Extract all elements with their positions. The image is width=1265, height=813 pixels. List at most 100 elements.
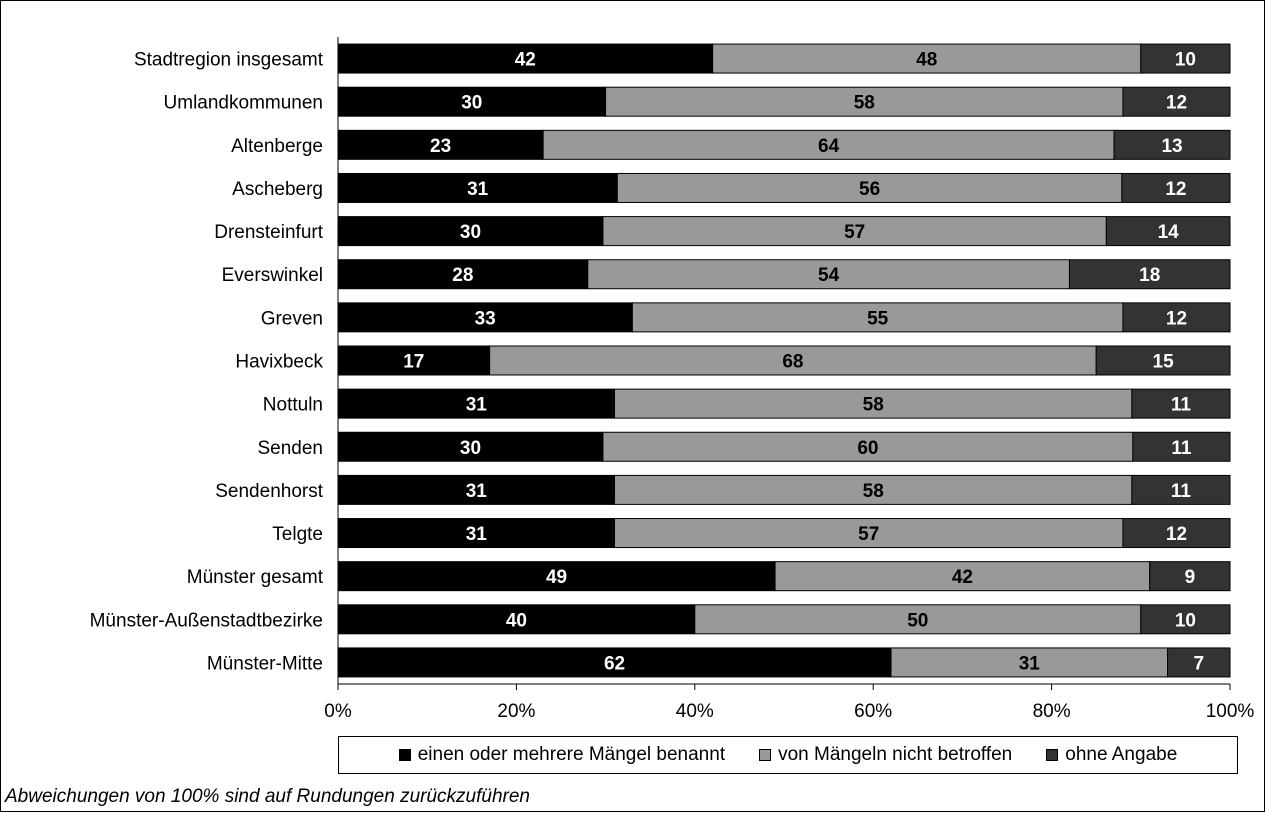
- data-label-senden-series2: 60: [857, 438, 878, 459]
- x-tick-label-40: 40%: [676, 701, 714, 722]
- data-label-umlandkommunen-series3: 12: [1166, 93, 1187, 114]
- bar-ascheberg-series1: [337, 172, 618, 203]
- bar-everswinkel-series3: [1068, 259, 1231, 290]
- bar-telgte-series1: [337, 518, 616, 549]
- bar-altenberge-series3: [1113, 129, 1231, 160]
- category-label-sendenhorst: Sendenhorst: [215, 481, 323, 502]
- legend-item-maengel-benannt: einen oder mehrere Mängel benannt: [398, 744, 725, 766]
- data-label-ascheberg-series1: 31: [467, 179, 489, 200]
- data-label-havixbeck-series2: 68: [782, 352, 803, 373]
- bar-muenster-gesamt-series1: [337, 561, 776, 592]
- bar-muenster-aussenstadtbezirke-series1: [337, 604, 696, 635]
- legend-label-nicht-betroffen: von Mängeln nicht betroffen: [778, 744, 1013, 765]
- data-label-havixbeck-series1: 17: [403, 352, 424, 373]
- bar-havixbeck-series2: [489, 345, 1097, 376]
- data-label-muenster-mitte-series2: 31: [1019, 653, 1041, 674]
- bar-greven-series2: [631, 302, 1124, 333]
- bar-altenberge-series1: [337, 129, 544, 160]
- category-label-everswinkel: Everswinkel: [222, 265, 323, 286]
- data-label-ascheberg-series2: 56: [859, 179, 880, 200]
- bar-greven-series3: [1122, 302, 1231, 333]
- bar-telgte-series2: [614, 518, 1124, 549]
- data-label-drensteinfurt-series3: 14: [1158, 222, 1180, 243]
- data-label-muenster-gesamt-series2: 42: [952, 567, 973, 588]
- data-label-stadtregion-insgesamt-series1: 42: [515, 50, 536, 71]
- category-label-drensteinfurt: Drensteinfurt: [214, 222, 323, 243]
- data-label-everswinkel-series1: 28: [452, 265, 473, 286]
- category-label-muenster-gesamt: Münster gesamt: [187, 567, 324, 588]
- bar-muenster-gesamt-series3: [1149, 561, 1231, 592]
- data-label-altenberge-series2: 64: [818, 136, 840, 157]
- data-label-everswinkel-series2: 54: [818, 265, 840, 286]
- data-label-muenster-aussenstadtbezirke-series2: 50: [907, 610, 928, 631]
- bar-sendenhorst-series1: [337, 474, 616, 505]
- bar-stadtregion-insgesamt-series3: [1140, 43, 1231, 74]
- bar-telgte-series3: [1122, 518, 1231, 549]
- bar-senden-series2: [602, 431, 1134, 462]
- category-label-telgte: Telgte: [272, 524, 323, 545]
- data-label-greven-series1: 33: [475, 308, 496, 329]
- data-label-greven-series3: 12: [1166, 308, 1187, 329]
- data-label-senden-series3: 11: [1171, 438, 1192, 459]
- bar-umlandkommunen-series3: [1122, 86, 1231, 117]
- bar-muenster-mitte-series3: [1167, 647, 1231, 678]
- bar-nottuln-series1: [337, 388, 616, 419]
- category-label-havixbeck: Havixbeck: [235, 352, 323, 373]
- bar-everswinkel-series2: [587, 259, 1070, 290]
- data-label-ascheberg-series3: 12: [1165, 179, 1186, 200]
- data-label-havixbeck-series3: 15: [1153, 352, 1175, 373]
- x-tick-label-0: 0%: [324, 701, 352, 722]
- bar-muenster-mitte-series1: [337, 647, 892, 678]
- category-label-greven: Greven: [261, 308, 323, 329]
- data-label-altenberge-series1: 23: [430, 136, 451, 157]
- data-label-stadtregion-insgesamt-series2: 48: [916, 50, 937, 71]
- bar-havixbeck-series1: [337, 345, 491, 376]
- bar-stadtregion-insgesamt-series2: [712, 43, 1142, 74]
- data-label-drensteinfurt-series2: 57: [844, 222, 865, 243]
- data-label-sendenhorst-series2: 58: [863, 481, 884, 502]
- category-label-stadtregion-insgesamt: Stadtregion insgesamt: [134, 50, 324, 71]
- x-tick-label-20: 20%: [497, 701, 535, 722]
- bar-muenster-aussenstadtbezirke-series2: [694, 604, 1142, 635]
- data-label-altenberge-series3: 13: [1161, 136, 1182, 157]
- bar-muenster-aussenstadtbezirke-series3: [1140, 604, 1231, 635]
- data-label-muenster-gesamt-series3: 9: [1185, 567, 1196, 588]
- legend-swatch-nicht-betroffen: [759, 749, 772, 761]
- data-label-telgte-series3: 12: [1166, 524, 1187, 545]
- bar-drensteinfurt-series3: [1105, 216, 1231, 247]
- data-label-nottuln-series2: 58: [863, 395, 884, 416]
- legend-label-ohne-angabe: ohne Angabe: [1065, 744, 1178, 765]
- data-label-muenster-mitte-series3: 7: [1193, 653, 1204, 674]
- data-label-sendenhorst-series1: 31: [466, 481, 488, 502]
- x-tick-label-60: 60%: [854, 701, 892, 722]
- data-label-nottuln-series3: 11: [1171, 395, 1192, 416]
- bar-senden-series1: [337, 431, 604, 462]
- legend-swatch-ohne-angabe: [1046, 749, 1059, 761]
- legend-item-ohne-angabe: ohne Angabe: [1046, 744, 1177, 766]
- bar-havixbeck-series3: [1095, 345, 1231, 376]
- data-label-drensteinfurt-series1: 30: [460, 222, 481, 243]
- category-label-altenberge: Altenberge: [231, 136, 323, 157]
- data-label-stadtregion-insgesamt-series3: 10: [1175, 50, 1196, 71]
- legend-item-nicht-betroffen: von Mängeln nicht betroffen: [759, 744, 1012, 766]
- data-label-telgte-series2: 57: [858, 524, 879, 545]
- data-label-sendenhorst-series3: 11: [1171, 481, 1192, 502]
- category-label-muenster-aussenstadtbezirke: Münster-Außenstadtbezirke: [90, 610, 323, 631]
- data-label-senden-series1: 30: [460, 438, 481, 459]
- x-axis: 0% 20% 40% 60% 80% 100%: [324, 37, 1254, 722]
- bar-senden-series3: [1132, 431, 1231, 462]
- bar-nottuln-series3: [1131, 388, 1231, 419]
- data-label-muenster-mitte-series1: 62: [604, 653, 625, 674]
- category-label-ascheberg: Ascheberg: [232, 179, 323, 200]
- category-label-muenster-mitte: Münster-Mitte: [207, 653, 323, 674]
- bar-stadtregion-insgesamt-series1: [337, 43, 714, 74]
- legend: einen oder mehrere Mängel benannt von Mä…: [338, 736, 1238, 774]
- data-label-muenster-aussenstadtbezirke-series3: 10: [1175, 610, 1196, 631]
- bar-altenberge-series2: [542, 129, 1115, 160]
- legend-swatch-maengel-benannt: [398, 749, 411, 761]
- x-tick-label-80: 80%: [1033, 701, 1071, 722]
- footnote: Abweichungen von 100% sind auf Rundungen…: [5, 786, 530, 807]
- bar-drensteinfurt-series2: [602, 216, 1107, 247]
- bar-greven-series1: [337, 302, 633, 333]
